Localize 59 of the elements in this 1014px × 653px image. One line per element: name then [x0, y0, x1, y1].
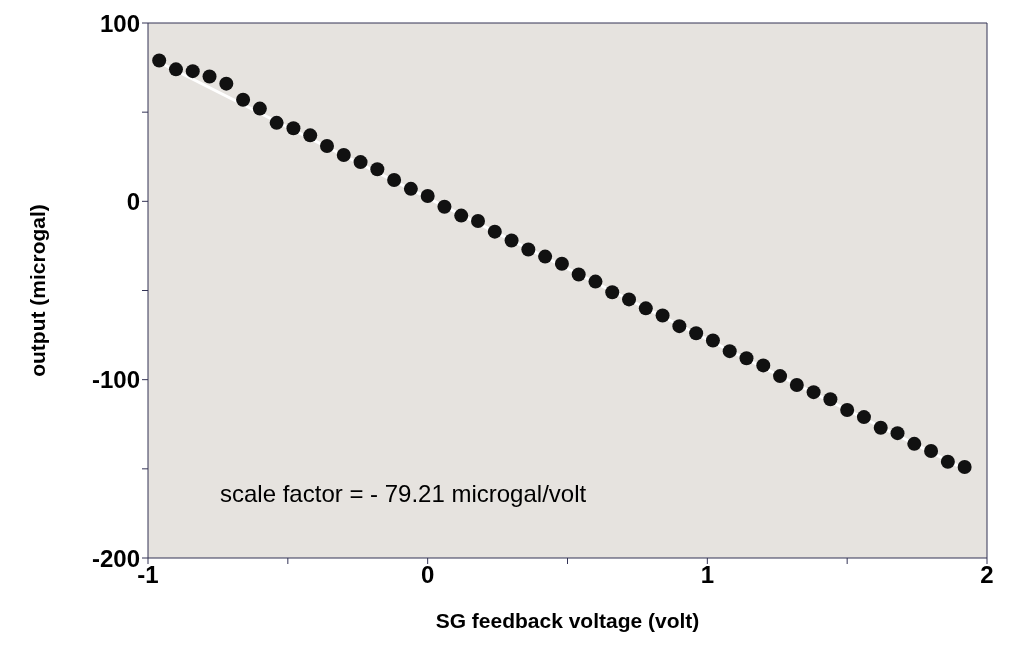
point: [370, 162, 385, 177]
point: [705, 333, 720, 348]
point: [806, 385, 821, 400]
point: [924, 444, 939, 458]
point: [303, 128, 318, 143]
point: [471, 213, 486, 228]
point: [319, 139, 334, 154]
x-tick-label: 0: [420, 561, 435, 589]
point: [437, 199, 452, 214]
point: [890, 426, 905, 441]
x-tick-label: 1: [700, 561, 715, 589]
point: [168, 62, 183, 77]
point: [185, 64, 200, 79]
point: [286, 121, 301, 136]
point: [487, 224, 502, 239]
point: [554, 256, 569, 271]
point: [571, 267, 586, 282]
point: [789, 378, 804, 393]
point: [873, 420, 888, 435]
x-axis-title: SG feedback voltage (volt): [435, 609, 700, 632]
point: [219, 76, 234, 91]
point: [840, 402, 855, 417]
point: [152, 53, 167, 68]
point: [336, 147, 351, 162]
point: [739, 351, 754, 366]
x-tick-label: 2: [980, 561, 994, 589]
y-tick-label: 100: [99, 9, 140, 37]
point: [504, 233, 519, 248]
point: [940, 454, 955, 469]
point: [773, 369, 788, 384]
point: [403, 181, 418, 196]
y-tick-label: -200: [91, 544, 140, 572]
point: [689, 326, 704, 341]
point: [672, 319, 687, 334]
point: [957, 460, 972, 475]
point: [588, 274, 603, 289]
y-axis-title: output (microgal): [26, 204, 50, 377]
point: [202, 69, 217, 84]
point: [907, 436, 922, 451]
y-tick-label: 0: [126, 187, 140, 215]
y-tick-label: -100: [91, 366, 140, 394]
point: [420, 188, 435, 203]
annotation: scale factor = - 79.21 microgal/volt: [220, 480, 587, 508]
point: [856, 410, 871, 425]
point: [269, 115, 284, 130]
point: [655, 308, 670, 323]
point: [236, 92, 251, 107]
point: [605, 285, 620, 300]
point: [538, 249, 553, 264]
point: [622, 292, 637, 307]
point: [823, 392, 838, 407]
point: [521, 242, 536, 257]
point: [252, 101, 267, 116]
point: [387, 172, 402, 187]
point: [638, 301, 653, 316]
point: [722, 344, 737, 359]
point: [353, 155, 368, 170]
point: [756, 358, 771, 373]
point: [454, 208, 469, 223]
